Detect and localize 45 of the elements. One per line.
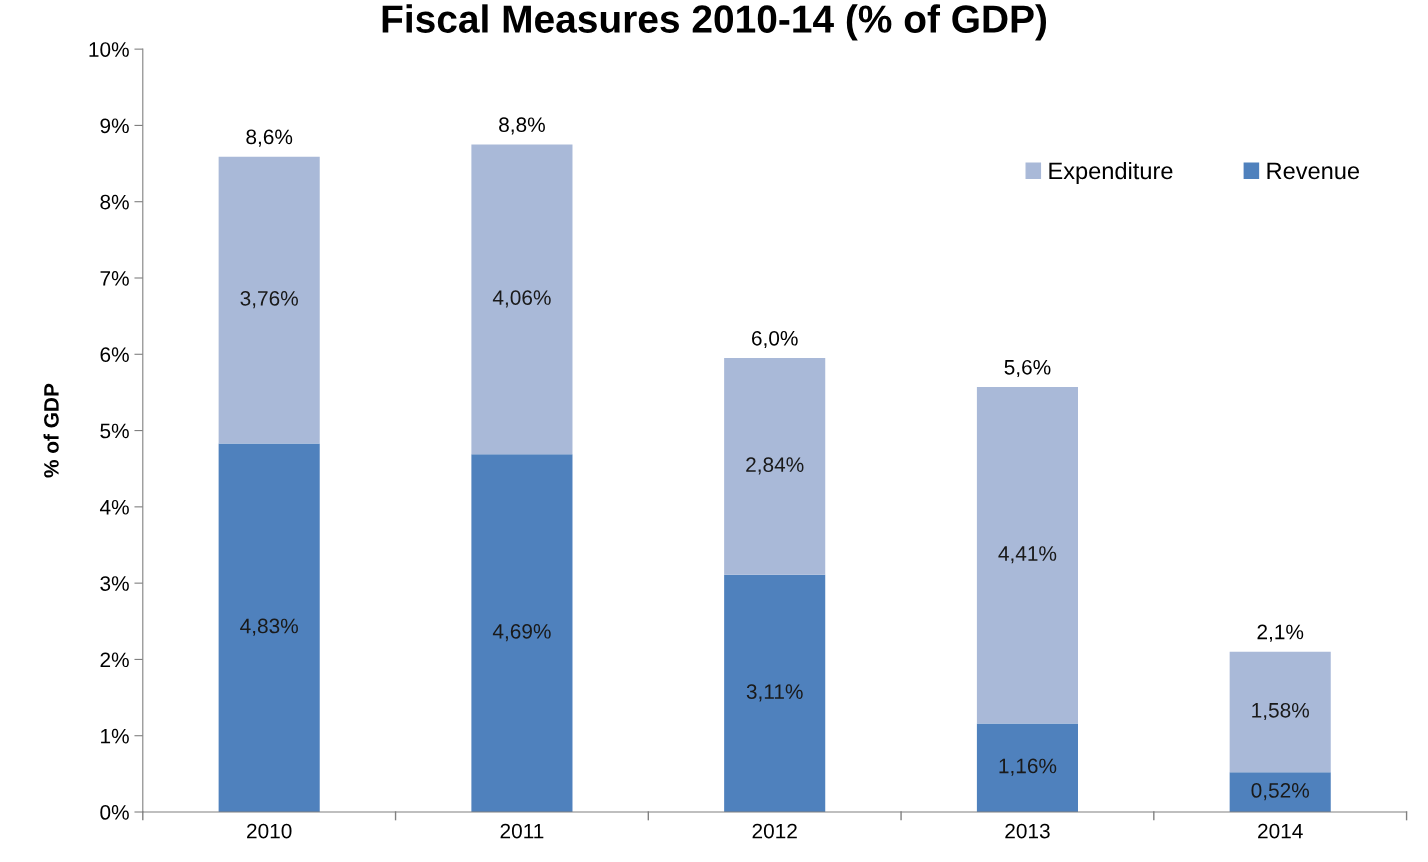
y-tick-label: 5%	[100, 423, 129, 439]
data-label: 4,06%	[492, 290, 551, 308]
y-tick-label: 2%	[100, 652, 129, 668]
legend-label: Expenditure	[1049, 161, 1173, 184]
data-label: 3,11%	[746, 684, 803, 702]
data-label: 0,52%	[1251, 783, 1309, 801]
bar	[1229, 651, 1331, 773]
data-label: 3,76%	[240, 290, 298, 309]
y-tick-label: 7%	[100, 271, 129, 286]
y-axis-title: % of GDP	[43, 383, 59, 478]
legend-label: Revenue	[1267, 162, 1360, 180]
x-tick-label: 2011	[500, 823, 544, 839]
bar	[1229, 772, 1331, 812]
data-label: 4,41%	[998, 546, 1057, 564]
bar	[471, 454, 573, 812]
data-label: 1,58%	[1252, 702, 1309, 721]
y-tick-label: 8%	[100, 194, 129, 210]
y-tick-label: 10%	[89, 42, 129, 57]
y-tick-label: 4%	[99, 499, 129, 515]
chart-title: Fiscal Measures 2010-14 (% of GDP)	[382, 4, 1047, 41]
data-label: 4,69%	[492, 623, 551, 642]
total-label: 2,1%	[1257, 624, 1304, 642]
total-label: 6,0%	[752, 330, 798, 349]
y-tick-label: 9%	[100, 118, 129, 134]
x-tick-label: 2010	[247, 823, 292, 839]
bar	[471, 144, 573, 455]
bar	[724, 358, 826, 575]
total-label: 8,6%	[246, 129, 293, 147]
x-tick-label: 2013	[1005, 823, 1050, 839]
y-tick-label: 6%	[100, 347, 129, 363]
bar	[976, 723, 1078, 812]
bar	[976, 387, 1078, 724]
data-label: 4,83%	[240, 618, 298, 636]
x-tick-label: 2012	[752, 823, 797, 839]
y-tick-label: 3%	[100, 576, 129, 591]
y-tick-label: 1%	[101, 728, 129, 744]
x-tick-label: 2014	[1258, 823, 1303, 839]
data-label: 1,16%	[999, 758, 1057, 776]
total-label: 5,6%	[1004, 359, 1051, 378]
bar	[218, 443, 320, 812]
bar	[724, 574, 826, 812]
total-label: 8,8%	[499, 117, 545, 135]
bar	[218, 156, 320, 444]
data-label: 2,84%	[746, 457, 804, 475]
y-tick-label: 0%	[100, 805, 129, 820]
